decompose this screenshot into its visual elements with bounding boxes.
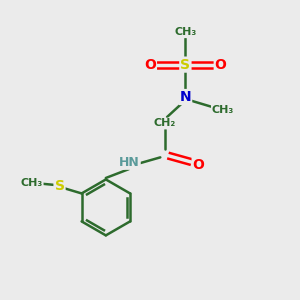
Text: S: S [180, 58, 190, 72]
Text: O: O [144, 58, 156, 72]
Text: N: N [179, 90, 191, 104]
Text: CH₃: CH₃ [174, 27, 196, 37]
Text: O: O [193, 158, 205, 172]
Text: S: S [55, 179, 64, 193]
Text: CH₃: CH₃ [20, 178, 43, 188]
Text: HN: HN [119, 156, 140, 169]
Text: O: O [215, 58, 226, 72]
Text: CH₃: CH₃ [212, 105, 234, 115]
Text: CH₂: CH₂ [154, 118, 176, 128]
